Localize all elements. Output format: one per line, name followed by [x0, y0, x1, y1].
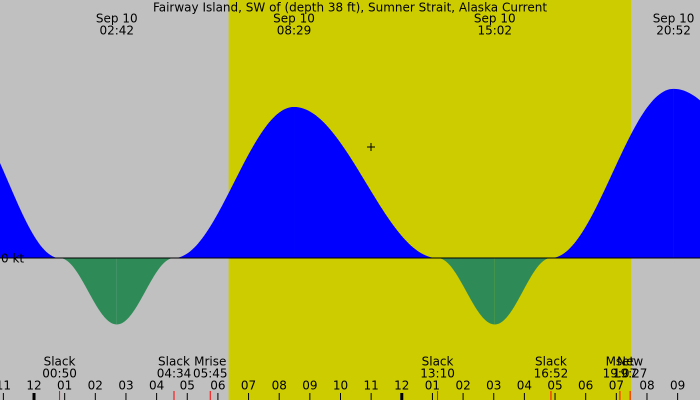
event-label: New	[617, 355, 643, 369]
peak-date: Sep 10	[96, 12, 138, 26]
x-tick-label: 11	[0, 379, 11, 393]
ebb-area	[494, 258, 551, 325]
x-tick-label: 11	[364, 379, 379, 393]
x-tick-label: 12	[26, 379, 41, 393]
event-label: Slack	[422, 355, 454, 369]
event-time: 00:50	[42, 367, 77, 381]
peak-time: 02:42	[99, 24, 134, 38]
x-tick-label: 04	[149, 379, 164, 393]
flood-area	[550, 88, 674, 259]
event-label: Slack	[535, 355, 567, 369]
ebb-area	[116, 258, 174, 325]
x-tick-label: 01	[425, 379, 440, 393]
x-tick-label: 04	[517, 379, 532, 393]
ebb-area	[59, 258, 117, 325]
event-time: 19:27	[613, 367, 648, 381]
x-tick-label: 03	[486, 379, 501, 393]
x-tick-label: 09	[302, 379, 317, 393]
marker	[367, 143, 375, 151]
x-tick-label: 06	[210, 379, 225, 393]
peak-time: 20:52	[656, 24, 691, 38]
x-tick-label: 07	[241, 379, 256, 393]
y-tick-label: 0 kt	[1, 252, 24, 266]
x-tick-label: 01	[57, 379, 72, 393]
x-tick-label: 06	[578, 379, 593, 393]
ebb-area	[437, 258, 495, 325]
chart-title: Fairway Island, SW of (depth 38 ft), Sum…	[153, 1, 547, 15]
x-tick-label: 02	[455, 379, 470, 393]
peak-time: 15:02	[477, 24, 512, 38]
peak-date: Sep 10	[474, 12, 516, 26]
x-tick-label: 02	[88, 379, 103, 393]
flood-area	[0, 163, 60, 259]
peak-date: Sep 10	[273, 12, 315, 26]
peak-date: Sep 10	[653, 12, 695, 26]
flood-area	[673, 88, 700, 259]
x-tick-label: 10	[333, 379, 348, 393]
x-tick-label: 08	[639, 379, 654, 393]
event-label: Mset	[606, 355, 635, 369]
x-tick-label: 05	[180, 379, 195, 393]
event-label: Slack	[44, 355, 76, 369]
flood-area	[294, 106, 438, 259]
event-label: Slack	[158, 355, 190, 369]
peak-time: 08:29	[277, 24, 312, 38]
x-tick-label: 12	[394, 379, 409, 393]
event-time: 16:52	[534, 367, 569, 381]
flood-area	[173, 106, 295, 259]
x-tick-label: 05	[547, 379, 562, 393]
event-label: Mrise	[194, 355, 226, 369]
x-tick-label: 03	[118, 379, 133, 393]
event-time: 19:07	[603, 367, 638, 381]
event-time: 05:45	[193, 367, 228, 381]
x-tick-label: 08	[272, 379, 287, 393]
event-time: 13:10	[420, 367, 455, 381]
x-tick-label: 09	[670, 379, 685, 393]
x-tick-label: 07	[609, 379, 624, 393]
event-time: 04:34	[157, 367, 192, 381]
